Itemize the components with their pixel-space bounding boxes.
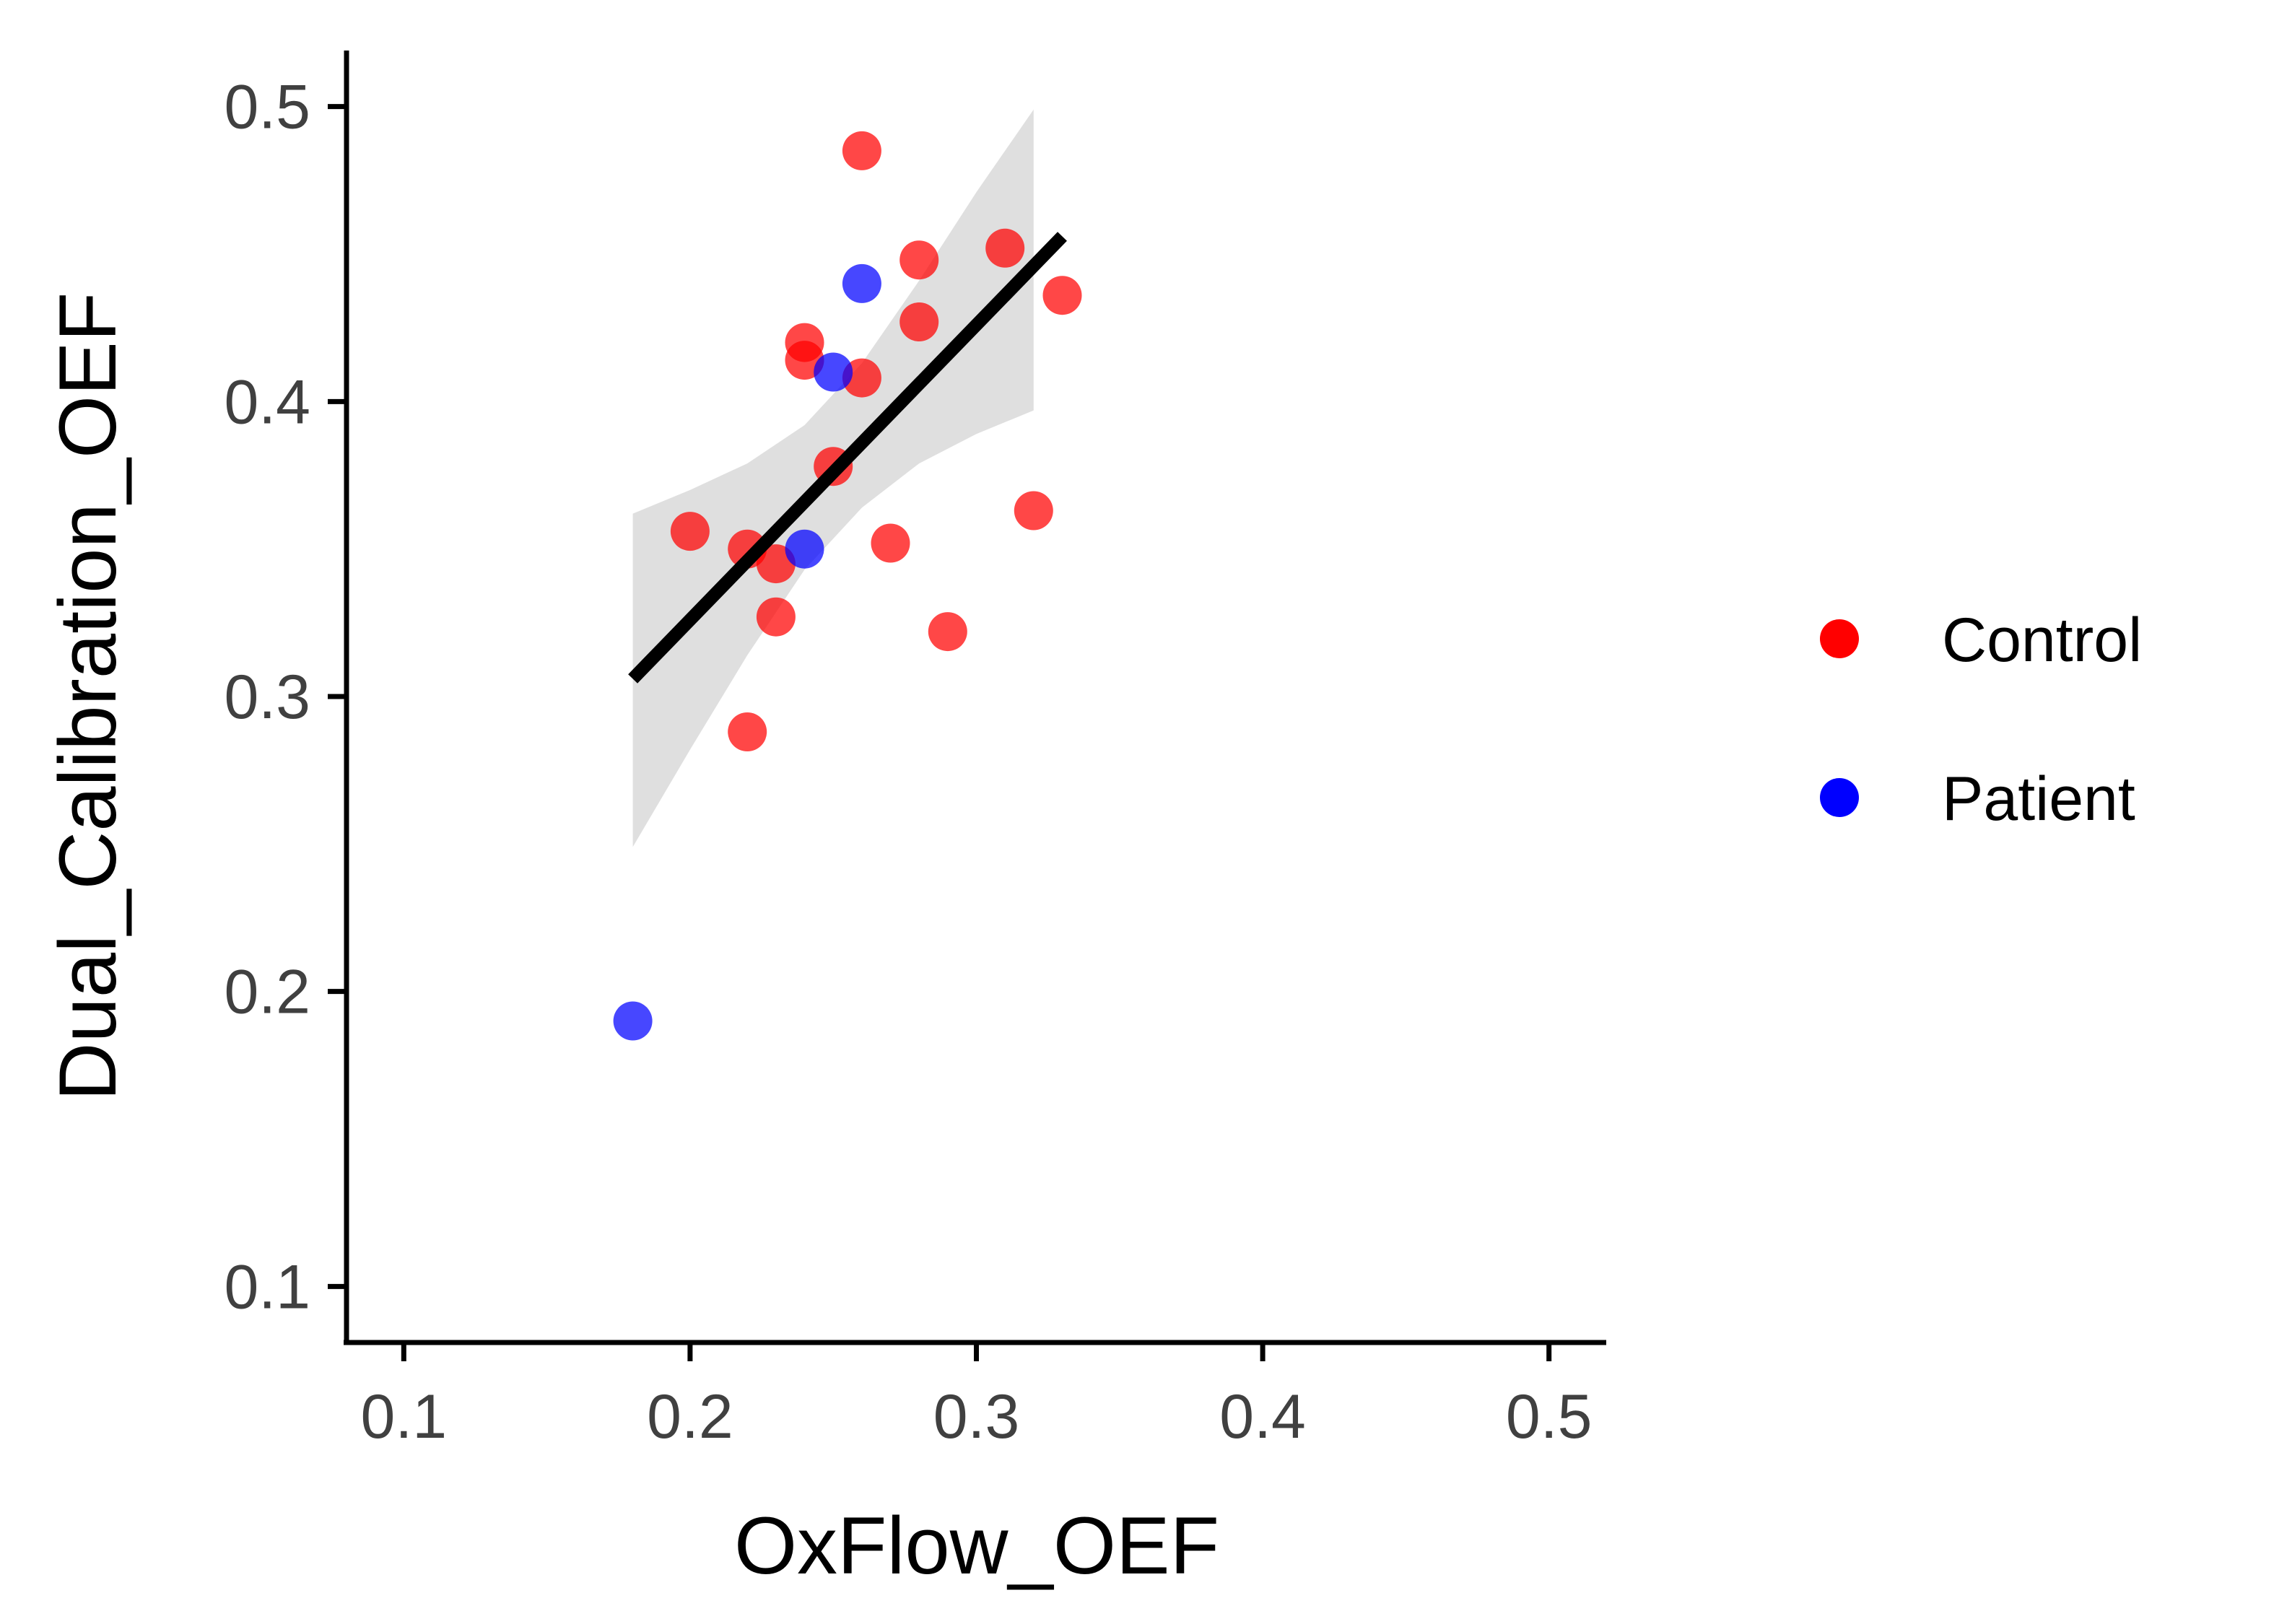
data-point-patient xyxy=(785,529,824,569)
data-point-control xyxy=(670,512,710,551)
x-axis-title: OxFlow_OEF xyxy=(734,1501,1219,1591)
x-tick-label: 0.1 xyxy=(361,1382,448,1451)
legend-key-patient xyxy=(1820,778,1859,817)
regression-line xyxy=(628,232,1067,684)
data-point-control xyxy=(842,131,881,170)
data-point-control xyxy=(871,523,910,563)
y-tick-label: 0.4 xyxy=(224,367,310,437)
x-tick-label: 0.5 xyxy=(1506,1382,1593,1451)
x-tick-label: 0.4 xyxy=(1219,1382,1306,1451)
legend-key-control xyxy=(1820,619,1859,658)
legend: Control Patient xyxy=(1820,606,2142,834)
data-points-layer xyxy=(613,131,1082,1041)
data-point-control xyxy=(985,228,1025,268)
x-tick-label: 0.2 xyxy=(647,1382,733,1451)
y-tick-label: 0.1 xyxy=(224,1252,310,1322)
y-tick-label: 0.3 xyxy=(224,663,310,732)
x-tick-label: 0.3 xyxy=(933,1382,1020,1451)
data-point-control xyxy=(899,302,939,341)
data-point-control xyxy=(899,240,939,280)
x-axis-ticks: 0.1 0.2 0.3 0.4 0.5 xyxy=(361,1343,1593,1451)
data-point-patient xyxy=(613,1001,653,1041)
data-point-control xyxy=(756,597,796,637)
regression-line-layer xyxy=(628,232,1067,684)
data-point-control xyxy=(728,712,767,751)
legend-label-patient: Patient xyxy=(1942,764,2135,834)
y-tick-label: 0.2 xyxy=(224,958,310,1027)
y-axis-ticks: 0.1 0.2 0.3 0.4 0.5 xyxy=(224,73,347,1322)
data-point-control xyxy=(1014,491,1053,531)
data-point-control xyxy=(928,612,967,652)
legend-label-control: Control xyxy=(1942,606,2142,675)
data-point-patient xyxy=(842,263,881,303)
y-axis-title: Dual_Calibration_OEF xyxy=(43,292,133,1101)
y-tick-label: 0.5 xyxy=(224,73,310,142)
data-point-control xyxy=(1042,276,1082,315)
data-point-patient xyxy=(814,352,853,392)
